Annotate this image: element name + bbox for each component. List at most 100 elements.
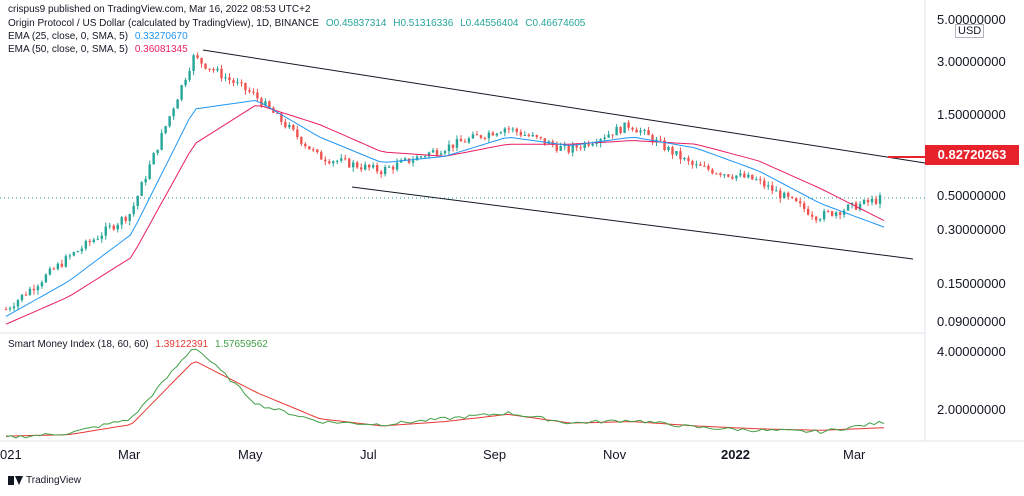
indicator-axis: 4.00000000 2.00000000 [937, 344, 1006, 417]
candle-body [711, 169, 714, 174]
candle-body [443, 151, 447, 154]
candle-body [176, 99, 179, 109]
candle-body [667, 147, 670, 151]
candle-body [144, 178, 147, 183]
candle-body [332, 161, 335, 164]
candle-body [795, 197, 798, 202]
footer-brand[interactable]: TradingView [8, 475, 81, 486]
price-tick-label: 3.00000000 [937, 54, 1006, 69]
candle-body [735, 175, 738, 179]
candle-body [324, 159, 327, 162]
candle-body [100, 235, 103, 239]
candle-body [747, 174, 750, 178]
candle-body [391, 166, 395, 170]
candle-body [256, 92, 259, 99]
candle-body [503, 128, 507, 133]
time-tick-label: 021 [0, 447, 22, 462]
candle-body [850, 202, 854, 205]
currency-label[interactable]: USD [955, 24, 985, 38]
candle-body [224, 77, 227, 79]
candle-body [300, 137, 303, 144]
candle-body [743, 173, 746, 178]
candle-body [252, 91, 255, 93]
price-tick-label: 1.50000000 [937, 107, 1006, 122]
candle-body [763, 180, 766, 187]
candle-body [862, 199, 866, 204]
candle-body [695, 164, 698, 166]
candle-body [80, 248, 84, 252]
channel-upper-line[interactable] [202, 49, 926, 164]
channel-lower-line[interactable] [351, 186, 914, 260]
candle-body [455, 139, 459, 148]
candle-body [423, 156, 427, 158]
candle-body [236, 82, 239, 84]
candle-body [771, 185, 774, 191]
candle-body [12, 306, 16, 309]
candle-body [619, 126, 622, 134]
candle-body [212, 69, 215, 71]
candle-body [216, 68, 219, 71]
candle-body [779, 190, 782, 199]
candle-body [292, 125, 295, 130]
candle-body [475, 134, 479, 136]
candle-body [88, 240, 92, 243]
candle-body [559, 145, 562, 151]
ema50-legend[interactable]: EMA (50, close, 0, SMA, 5) 0.36081345 [8, 44, 188, 55]
candle-body [767, 185, 770, 187]
candle-body [759, 179, 762, 181]
candle-body [92, 239, 95, 243]
candle-body [16, 300, 20, 307]
candle-body [367, 164, 371, 168]
price-axis[interactable]: 5.000000003.000000001.500000000.90000000… [937, 12, 1006, 329]
candle-body [567, 145, 570, 153]
time-axis[interactable]: 021 Mar May Jul Sep Nov 2022 Mar [0, 447, 866, 462]
candle-body [44, 274, 48, 283]
candle-body [356, 162, 359, 168]
candle-body [192, 55, 195, 71]
indicator-label: Smart Money Index (18, 60, 60) [8, 339, 149, 350]
time-tick-label: May [238, 447, 263, 462]
candle-body [240, 82, 243, 84]
candle-body [874, 198, 878, 204]
candle-body [168, 116, 171, 127]
candle-body [284, 121, 287, 128]
candle-body [675, 151, 678, 155]
candle-body [403, 158, 407, 161]
footer-brand-text: TradingView [26, 475, 82, 486]
candle-body [60, 263, 64, 267]
indicator-value-1: 1.39122391 [155, 339, 209, 350]
smi-signal-line [5, 361, 885, 437]
candle-body [204, 63, 207, 69]
candle-body [878, 195, 882, 204]
candle-body [471, 134, 475, 139]
candle-body [451, 144, 455, 148]
instrument-legend[interactable]: Origin Protocol / US Dollar (calculated … [8, 18, 585, 29]
smi-main-line [5, 348, 885, 439]
candle-body [643, 130, 646, 132]
candle-body [555, 144, 558, 151]
candle-body [220, 68, 223, 79]
candle-body [20, 294, 24, 301]
candle-body [814, 216, 818, 221]
candle-body [264, 101, 267, 106]
candle-body [591, 143, 594, 146]
candle-body [507, 128, 511, 130]
candle-body [751, 174, 754, 180]
candle-body [838, 212, 842, 215]
candle-body [487, 132, 491, 139]
candle-body [627, 122, 630, 128]
candle-body [196, 55, 199, 58]
candle-body [399, 160, 403, 163]
candle-body [68, 255, 72, 257]
candle-body [798, 201, 802, 204]
candle-body [515, 128, 519, 132]
candle-body [727, 174, 730, 177]
ema25-legend[interactable]: EMA (25, close, 0, SMA, 5) 0.33270670 [8, 31, 188, 42]
candle-body [152, 152, 155, 165]
candle-body [679, 151, 682, 160]
candle-body [32, 288, 36, 291]
candle-body [160, 133, 163, 150]
indicator-legend[interactable]: Smart Money Index (18, 60, 60) 1.3912239… [8, 339, 268, 350]
candle-body [304, 143, 307, 147]
candle-body [124, 217, 127, 221]
